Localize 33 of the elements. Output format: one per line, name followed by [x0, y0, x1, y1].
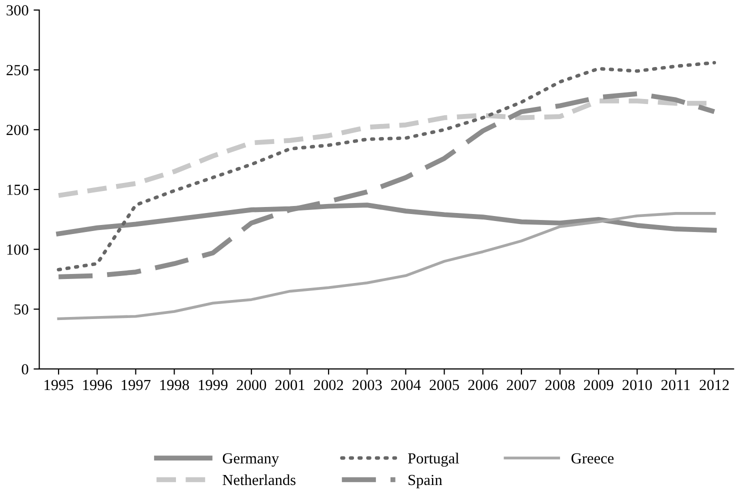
legend-label: Spain [408, 474, 442, 488]
y-tick-label: 50 [14, 304, 28, 315]
x-tick-label: 2004 [391, 380, 421, 390]
x-tick-label: 2003 [352, 380, 382, 390]
y-tick-label: 300 [6, 5, 28, 16]
y-tick-label: 200 [6, 124, 28, 136]
legend-label: Greece [571, 453, 614, 464]
x-tick-label: 2007 [506, 380, 536, 390]
legend-label: Germany [222, 453, 280, 467]
x-tick-label: 1997 [122, 380, 151, 390]
x-tick-label: 1999 [198, 380, 228, 390]
x-tick-label: 2001 [275, 380, 304, 390]
legend-label: Portugal [408, 452, 460, 467]
x-tick-label: 1995 [44, 380, 74, 390]
x-tick-label: 1998 [160, 380, 189, 390]
x-tick-label: 2002 [314, 380, 344, 390]
y-tick-label: 250 [6, 65, 28, 76]
legend-label: Netherlands [222, 474, 296, 486]
x-tick-label: 2005 [430, 380, 459, 390]
x-tick-label: 2010 [622, 380, 652, 390]
line-series [56, 91, 717, 280]
x-tick-label: 2012 [700, 380, 729, 390]
x-tick-label: 1996 [83, 380, 112, 390]
y-tick-label: 100 [7, 244, 28, 255]
line-series [57, 212, 716, 320]
x-tick-label: 2000 [236, 380, 266, 390]
x-tick-label: 2006 [468, 380, 498, 390]
y-tick-label: 0 [22, 364, 28, 374]
x-tick-label: 2008 [545, 380, 575, 390]
line-series [56, 60, 716, 272]
x-tick-label: 2009 [584, 380, 614, 390]
x-tick-label: 2011 [661, 380, 690, 390]
y-tick-label: 150 [7, 184, 28, 195]
